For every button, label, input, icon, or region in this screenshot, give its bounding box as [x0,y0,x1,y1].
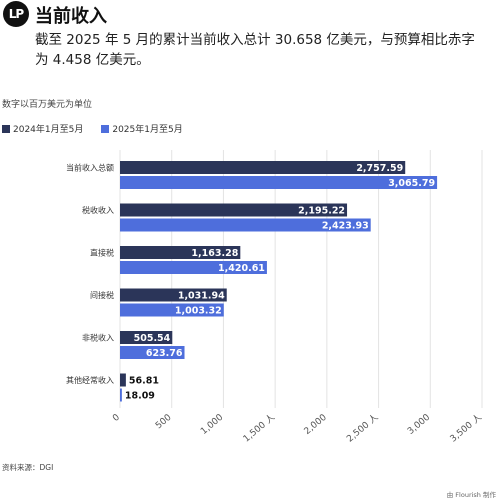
x-tick-label-6: 3,000 [406,412,432,436]
bar-4-0 [120,331,173,344]
x-tick-label-3: 1,500 人 [241,412,277,445]
page-title: 当前收入 [35,6,107,27]
data-label-1-1: 2,423.93 [322,221,369,232]
bar-0-1 [120,176,438,189]
legend-swatch-2025 [101,124,110,133]
data-label-4-1: 623.76 [146,348,183,359]
category-label-4: 非税收入 [82,333,114,343]
unit-note: 数字以百万美元为单位 [2,100,93,110]
category-label-3: 间接税 [90,290,114,300]
subtitle: 截至 2025 年 5 月的累计当前收入总计 30.658 亿美元，与预算相比赤… [35,32,475,68]
data-label-0-1: 3,065.79 [388,178,435,189]
data-label-3-1: 1,003.32 [175,306,222,317]
bar-4-1 [120,346,185,359]
x-tick-label-5: 2,500 人 [345,412,381,445]
bar-0-0 [120,161,406,174]
category-label-2: 直接税 [90,248,114,258]
category-label-1: 税收收入 [82,205,114,215]
bar-3-1 [120,303,224,317]
category-label-0: 当前收入总额 [66,163,114,173]
bar-5-1 [120,388,122,402]
data-label-2-1: 1,420.61 [218,263,265,274]
legend-item-2025[interactable]: 2025年1月至5月 [101,122,183,135]
data-label-2-0: 1,163.28 [191,248,238,259]
legend: 2024年1月至5月 2025年1月至5月 [2,122,183,135]
x-tick-label-0: 0 [111,412,122,424]
data-label-4-0: 505.54 [134,333,171,344]
source-note: 资料来源：DGI [2,463,54,472]
bar-1-0 [120,203,348,217]
legend-label-2024: 2024年1月至5月 [13,125,84,135]
flourish-credit[interactable]: 由 Flourish 制作 [446,491,496,499]
data-label-3-0: 1,031.94 [178,291,225,302]
bar-3-0 [120,288,227,302]
data-label-5-0: 56.81 [129,376,159,387]
bar-5-0 [120,373,126,387]
data-label-1-0: 2,195.22 [298,206,345,217]
data-label-5-1: 18.09 [125,391,155,402]
legend-item-2024[interactable]: 2024年1月至5月 [2,122,83,135]
data-label-0-0: 2,757.59 [356,163,403,174]
x-tick-label-2: 1,000 [199,412,225,436]
legend-label-2025: 2025年1月至5月 [112,125,183,135]
x-tick-label-1: 500 [154,412,174,431]
bar-1-1 [120,218,371,232]
bar-2-0 [120,246,241,259]
bar-chart: 2,757.59 3,065.79 当前收入总额 2,195.22 2,423.93 税收… [66,150,484,445]
x-tick-label-7: 3,500 人 [448,412,484,445]
category-label-5: 其他经常收入 [66,375,114,385]
bar-2-1 [120,261,267,274]
logo: LP [3,1,29,27]
x-tick-label-4: 2,000 [303,412,329,436]
legend-swatch-2024 [2,124,10,133]
